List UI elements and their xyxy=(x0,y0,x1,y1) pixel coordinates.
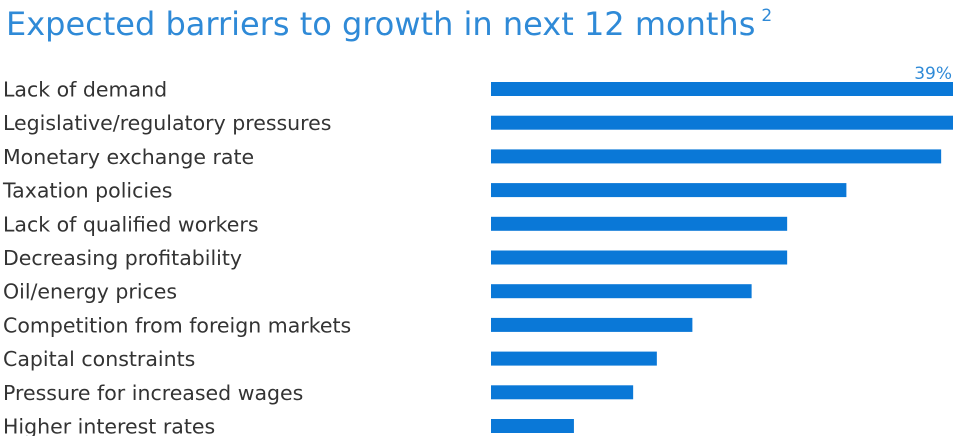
title-footnote-marker: 2 xyxy=(761,6,773,26)
bar xyxy=(491,317,693,332)
bar xyxy=(491,82,953,96)
bar xyxy=(491,284,752,299)
bar xyxy=(491,115,953,130)
category-label: Lack of demand xyxy=(3,78,167,102)
category-label: Monetary exchange rate xyxy=(3,145,254,169)
bar-data-label: 39% xyxy=(914,64,952,84)
category-label: Lack of qualified workers xyxy=(3,212,259,236)
category-label: Taxation policies xyxy=(2,179,172,203)
category-label: Decreasing profitability xyxy=(3,246,242,270)
category-label: Oil/energy prices xyxy=(3,280,177,304)
category-label: Legislative/regulatory pressures xyxy=(3,111,331,135)
bar xyxy=(491,385,634,400)
category-label: Capital constraints xyxy=(3,347,195,371)
chart-title-text: Expected barriers to growth in next 12 m… xyxy=(6,5,756,43)
category-label: Higher interest rates xyxy=(3,415,215,436)
bar xyxy=(491,149,942,164)
category-label: Pressure for increased wages xyxy=(3,381,303,405)
chart-title: Expected barriers to growth in next 12 m… xyxy=(6,4,772,50)
bar xyxy=(491,351,657,366)
bar xyxy=(491,419,574,433)
bar xyxy=(491,183,847,198)
bar xyxy=(491,250,788,265)
bar xyxy=(491,216,788,231)
category-label: Competition from foreign markets xyxy=(3,313,351,337)
